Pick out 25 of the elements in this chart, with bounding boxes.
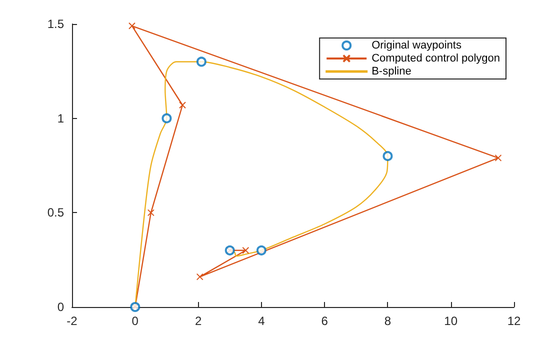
point <box>256 245 266 256</box>
y-tick-label: 1 <box>57 111 64 126</box>
legend-label: Computed control polygon <box>372 52 500 64</box>
y-tick-label: 0 <box>57 300 64 314</box>
point <box>196 273 204 280</box>
x-tick-label: -2 <box>66 314 78 328</box>
point <box>382 151 393 162</box>
y-tick-label: 1.5 <box>47 17 64 31</box>
x-tick-label: 2 <box>194 314 202 328</box>
x-tick-label: 0 <box>132 314 139 328</box>
point <box>494 154 502 162</box>
x-tick-label: 10 <box>444 314 458 328</box>
point <box>162 113 172 124</box>
y-tick-label: 0.5 <box>47 206 64 220</box>
point <box>196 56 206 67</box>
x-tick-label: 4 <box>258 314 266 328</box>
point <box>242 246 250 254</box>
point <box>147 209 154 216</box>
x-tick-label: 6 <box>321 314 328 328</box>
point <box>179 102 186 109</box>
x-tick-label: 8 <box>384 314 392 328</box>
legend-label: Original waypoints <box>372 40 462 52</box>
point <box>128 22 136 30</box>
legend-label: B-spline <box>372 66 412 78</box>
x-tick-label: 12 <box>507 314 521 328</box>
